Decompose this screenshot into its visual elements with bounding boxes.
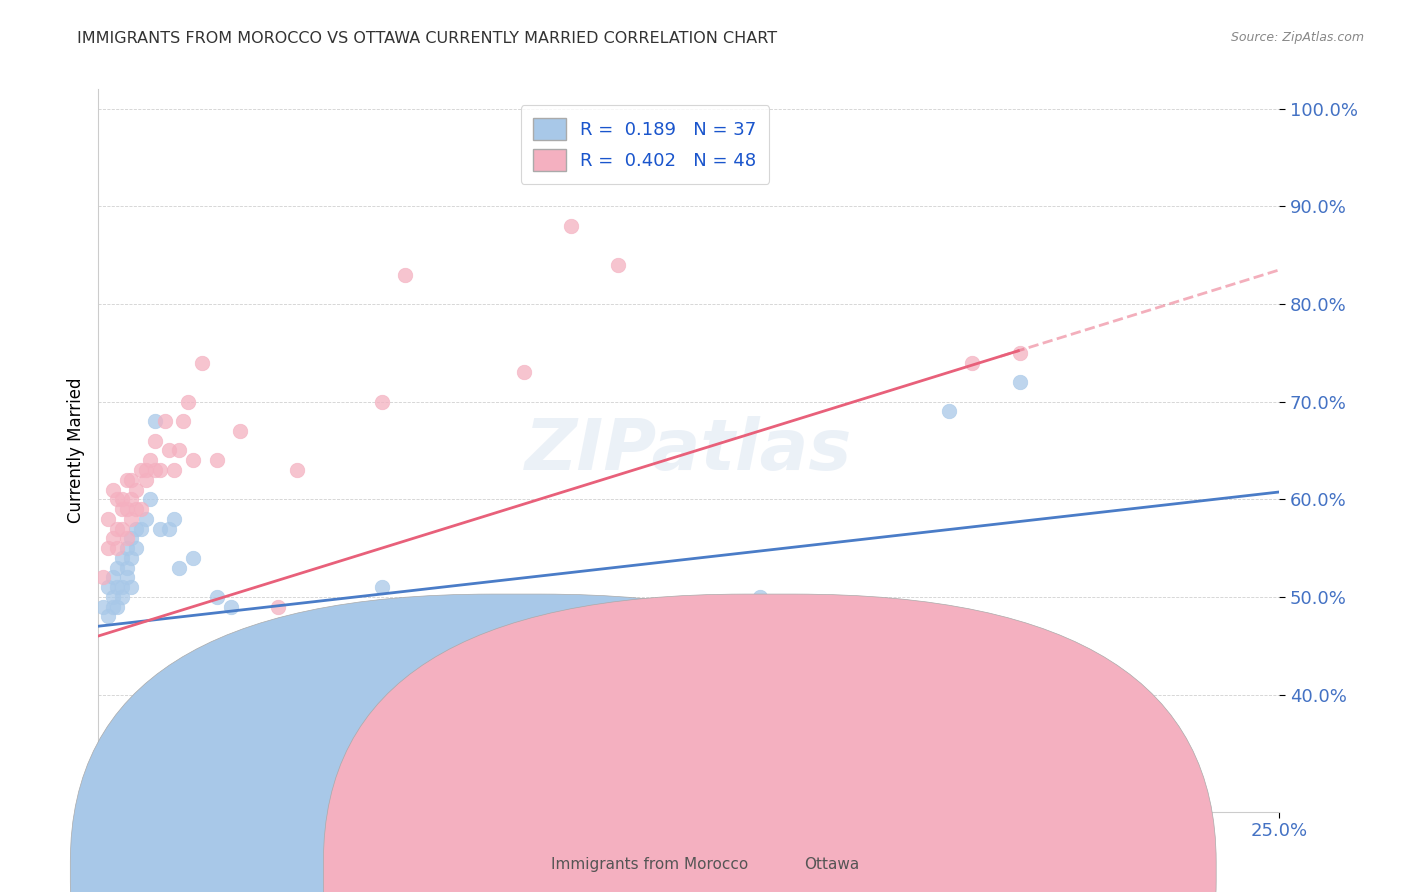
Point [115,570,138,584]
Point [149,522,172,536]
Point [143,463,166,477]
Point [371,394,394,409]
Point [167,443,190,458]
Point [125,483,148,497]
Point [121,473,143,487]
Point [229,668,252,682]
Point [1008,346,1031,360]
Point [139,492,162,507]
Point [191,355,214,369]
Point [323,619,346,633]
Point [172,414,194,428]
Point [121,580,143,594]
Point [149,463,172,477]
Point [115,502,138,516]
Point [157,443,180,458]
Point [167,560,190,574]
Text: Source: ZipAtlas.com: Source: ZipAtlas.com [1230,31,1364,45]
Point [139,453,162,467]
Point [101,590,124,604]
Y-axis label: Currently Married: Currently Married [66,377,84,524]
Point [91,570,114,584]
Text: Ottawa: Ottawa [804,857,859,872]
Point [121,512,143,526]
Point [115,473,138,487]
Point [129,502,152,516]
Point [115,560,138,574]
Point [91,599,114,614]
Point [111,522,134,536]
Point [105,492,128,507]
Point [135,512,157,526]
Point [111,502,134,516]
Point [111,492,134,507]
Point [267,599,290,614]
Point [125,541,148,555]
Text: Immigrants from Morocco: Immigrants from Morocco [551,857,748,872]
Point [205,453,228,467]
Point [97,609,120,624]
Point [101,599,124,614]
Point [371,580,394,594]
Point [97,580,120,594]
Point [129,522,152,536]
Point [125,522,148,536]
Point [219,599,242,614]
Point [121,550,143,565]
Point [938,404,960,418]
Point [111,590,134,604]
Point [157,522,180,536]
Point [135,473,157,487]
Point [394,268,416,282]
Point [163,512,186,526]
Legend: R =  0.189   N = 37, R =  0.402   N = 48: R = 0.189 N = 37, R = 0.402 N = 48 [520,105,769,184]
Point [285,463,308,477]
Point [143,434,166,448]
Point [512,365,534,379]
Point [105,541,128,555]
Point [560,219,582,233]
Point [97,512,120,526]
Point [143,414,166,428]
Point [101,570,124,584]
Point [97,541,120,555]
Point [101,483,124,497]
Point [111,580,134,594]
Point [229,424,252,438]
Point [512,726,534,740]
Point [135,463,157,477]
Point [962,355,984,369]
Point [163,463,186,477]
Point [105,580,128,594]
Point [115,541,138,555]
Point [205,590,228,604]
Point [129,463,152,477]
Point [748,590,770,604]
Point [105,560,128,574]
Point [105,522,128,536]
Point [153,414,176,428]
Point [253,639,276,653]
Text: IMMIGRANTS FROM MOROCCO VS OTTAWA CURRENTLY MARRIED CORRELATION CHART: IMMIGRANTS FROM MOROCCO VS OTTAWA CURREN… [77,31,778,46]
Point [181,550,204,565]
Text: ZIPatlas: ZIPatlas [526,416,852,485]
Point [105,599,128,614]
Point [125,502,148,516]
Point [111,550,134,565]
Point [181,453,204,467]
Point [121,532,143,546]
Point [101,532,124,546]
Point [607,258,630,272]
Point [115,532,138,546]
Point [121,492,143,507]
Point [1008,375,1031,389]
Point [177,394,200,409]
